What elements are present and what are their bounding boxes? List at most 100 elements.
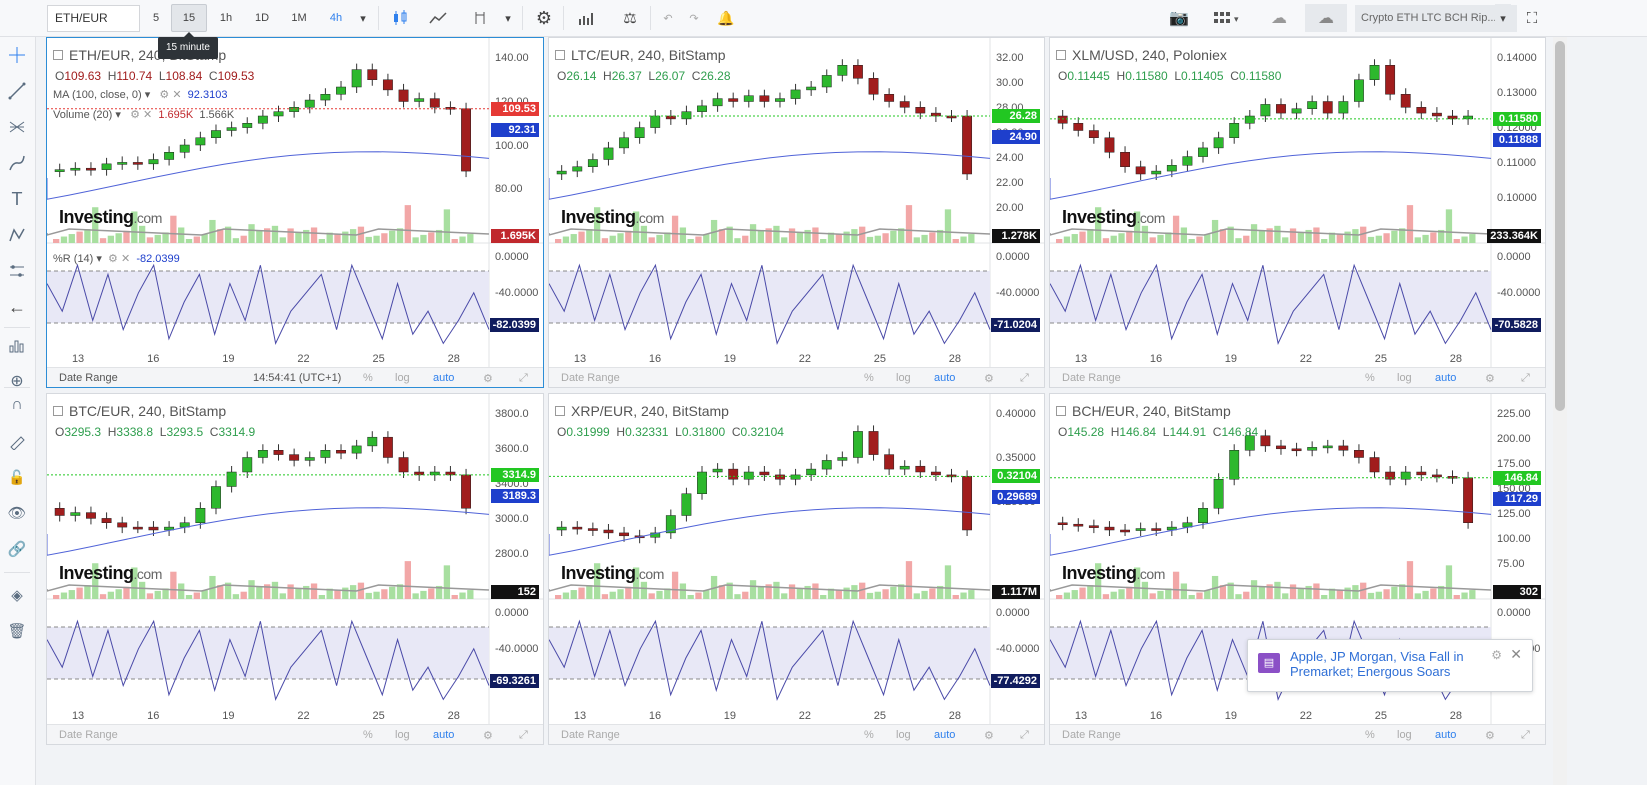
layout-grid-icon[interactable]: ▾ [1205,4,1249,32]
date-range-button[interactable]: Date Range [1062,372,1121,384]
settings-gear-icon[interactable]: ⚙ [535,7,553,28]
collapse-box-icon[interactable] [53,50,63,60]
fullscreen-icon[interactable]: ⛶ [1526,9,1538,27]
log-toggle[interactable]: log [395,372,410,384]
crosshair-icon[interactable] [5,43,29,67]
volume-legend[interactable]: Volume (20) ▾ ⚙ ✕ 1.695K 1.566K [53,109,235,121]
scale-settings-icon[interactable]: ⚙ [984,730,994,742]
interval-5-button[interactable]: 5 [152,12,160,24]
collapse-box-icon[interactable] [555,50,565,60]
layout-dropdown-icon[interactable]: ▾ [1495,4,1511,32]
maximize-icon[interactable]: ⤢ [519,729,528,741]
scales-icon[interactable]: ⚖ [623,10,637,27]
maximize-icon[interactable]: ⤢ [1020,729,1029,741]
log-toggle[interactable]: log [896,729,911,741]
eye-icon[interactable]: 👁 [7,505,27,522]
text-tool-icon[interactable]: T [11,188,23,209]
chart-canvas[interactable] [549,38,1045,388]
indicators-icon[interactable] [572,4,600,32]
line-chart-icon[interactable] [424,4,452,32]
percent-toggle[interactable]: % [864,729,874,741]
maximize-icon[interactable]: ⤢ [1521,372,1530,384]
scale-settings-icon[interactable]: ⚙ [1485,730,1495,742]
collapse-box-icon[interactable] [1056,50,1066,60]
maximize-icon[interactable]: ⤢ [1020,372,1029,384]
percent-toggle[interactable]: % [363,372,373,384]
log-toggle[interactable]: log [395,729,410,741]
scale-settings-icon[interactable]: ⚙ [483,730,493,742]
interval-15-button[interactable]: 15 [171,4,207,32]
chart-type-dropdown-icon[interactable]: ▾ [505,12,511,25]
chart-pane[interactable]: XRP/EUR, 240, BitStamp O0.31999 H0.32331 … [548,393,1045,745]
chart-pane[interactable]: XLM/USD, 240, Poloniex O0.11445 H0.11580 … [1049,37,1546,388]
layers-icon[interactable]: ◈ [11,587,23,604]
chart-pane[interactable]: LTC/EUR, 240, BitStamp O26.14 H26.37 L26.… [548,37,1045,388]
auto-toggle[interactable]: auto [433,729,455,741]
chart-pane[interactable]: ETH/EUR, 240, BitStamp O109.63 H110.74 L1… [46,37,544,388]
auto-toggle[interactable]: auto [433,372,455,384]
scale-settings-icon[interactable]: ⚙ [984,373,994,385]
stay-drawing-icon[interactable] [5,429,29,453]
toast-settings-icon[interactable]: ⚙ [1491,648,1502,662]
date-range-button[interactable]: Date Range [59,372,118,384]
lock-icon[interactable]: 🔓 [8,468,26,485]
page-scrollbar[interactable] [1553,37,1567,785]
interval-dropdown-icon[interactable]: ▾ [360,12,366,25]
log-toggle[interactable]: log [896,372,911,384]
maximize-icon[interactable]: ⤢ [1521,729,1530,741]
prediction-icon[interactable] [5,259,29,283]
chart-pane[interactable]: BCH/EUR, 240, BitStamp O145.28 H146.84 L1… [1049,393,1546,745]
auto-toggle[interactable]: auto [934,372,956,384]
percent-toggle[interactable]: % [363,729,373,741]
percent-toggle[interactable]: % [864,372,874,384]
brush-icon[interactable] [5,151,29,175]
news-toast[interactable]: ▤ Apple, JP Morgan, Visa Fall in Premark… [1247,639,1533,692]
alert-icon[interactable]: 🔔 [717,9,735,26]
ma-legend[interactable]: MA (100, close, 0) ▾ ⚙ ✕ 92.3103 [53,89,228,101]
chart-canvas[interactable] [1050,38,1546,388]
chart-canvas[interactable] [47,38,544,388]
williams-r-legend[interactable]: %R (14) ▾ ⚙ ✕ -82.0399 [53,253,180,265]
collapse-box-icon[interactable] [1056,406,1066,416]
scale-settings-icon[interactable]: ⚙ [483,373,493,385]
collapse-box-icon[interactable] [555,406,565,416]
percent-toggle[interactable]: % [1365,729,1375,741]
chart-canvas[interactable] [47,394,544,745]
date-range-button[interactable]: Date Range [59,729,118,741]
auto-toggle[interactable]: auto [1435,729,1457,741]
interval-1h-button[interactable]: 1h [219,12,233,24]
log-toggle[interactable]: log [1397,372,1412,384]
maximize-icon[interactable]: ⤢ [519,372,528,384]
symbol-search-input[interactable]: ETH/EUR [47,5,140,32]
zoom-in-icon[interactable]: ⊕ [10,373,24,390]
date-range-button[interactable]: Date Range [561,372,620,384]
cloud-save-icon[interactable]: ☁ [1305,4,1347,32]
interval-1m-button[interactable]: 1M [291,12,307,24]
candles-chart-icon[interactable] [386,4,414,32]
collapse-box-icon[interactable] [53,406,63,416]
pitchfork-icon[interactable] [5,115,29,139]
layout-name-button[interactable]: Crypto ETH LTC BCH Rip... [1355,5,1517,32]
percent-toggle[interactable]: % [1365,372,1375,384]
chart-canvas[interactable] [549,394,1045,745]
date-range-button[interactable]: Date Range [561,729,620,741]
measure-icon[interactable] [5,333,29,357]
magnet-icon[interactable]: ∩ [11,396,23,413]
trash-icon[interactable]: 🗑 [7,623,27,640]
camera-icon[interactable]: 📷 [1169,10,1189,27]
interval-4h-button[interactable]: 4h [329,12,343,24]
auto-toggle[interactable]: auto [1435,372,1457,384]
toast-close-icon[interactable]: ✕ [1510,646,1522,662]
news-headline-link[interactable]: Apple, JP Morgan, Visa Fall in Premarket… [1290,649,1464,679]
scrollbar-thumb[interactable] [1555,41,1565,411]
interval-1d-button[interactable]: 1D [254,12,270,24]
pattern-icon[interactable] [5,223,29,247]
scale-settings-icon[interactable]: ⚙ [1485,373,1495,385]
cloud-load-icon[interactable]: ☁ [1271,10,1287,27]
compare-icon[interactable] [466,4,494,32]
undo-icon[interactable]: ↶ [663,12,673,25]
back-arrow-icon[interactable]: ← [8,296,26,317]
date-range-button[interactable]: Date Range [1062,729,1121,741]
trendline-icon[interactable] [5,79,29,103]
chart-pane[interactable]: BTC/EUR, 240, BitStamp O3295.3 H3338.8 L3… [46,393,544,745]
